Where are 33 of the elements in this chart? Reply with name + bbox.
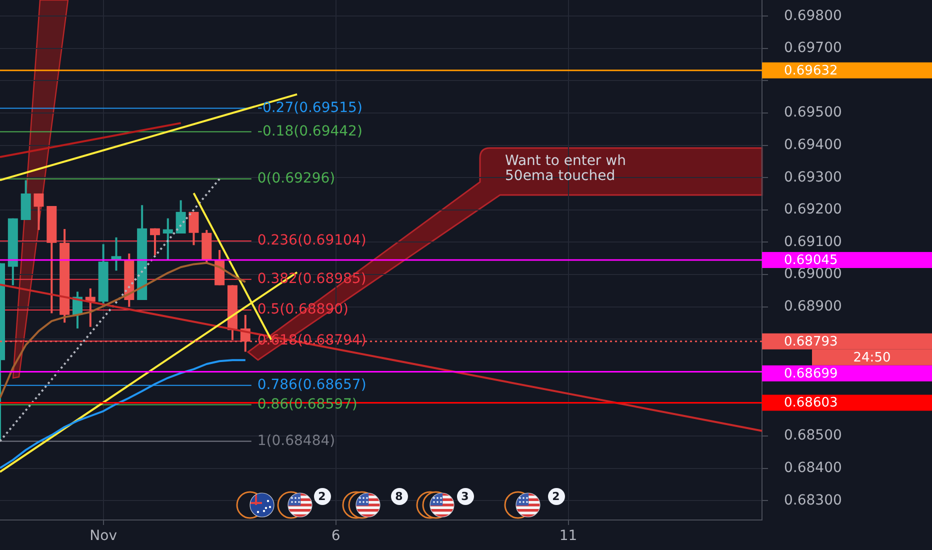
y-tick-label: 0.68400 xyxy=(784,460,842,476)
x-tick-label: 11 xyxy=(559,528,578,544)
ref-line-label: 0.68699 xyxy=(784,366,838,382)
y-tick-label: 0.69700 xyxy=(784,40,842,56)
x-tick-label: 6 xyxy=(331,528,340,544)
ref-line-label: 0.68793 xyxy=(784,334,838,350)
annotation: 0.786(0.68657) xyxy=(257,376,366,393)
y-tick-label: 0.69100 xyxy=(784,234,842,250)
y-tick-label: 0.69400 xyxy=(784,136,842,153)
annotation: 1(0.68484) xyxy=(257,432,336,449)
annotation: 8 xyxy=(390,488,408,504)
y-tick-label: 0.68900 xyxy=(784,298,842,314)
y-tick-label: 0.69800 xyxy=(784,8,842,24)
y-tick-label: 0.68300 xyxy=(784,492,842,508)
annotation: -0.18(0.69442) xyxy=(257,123,362,140)
ref-line-label: 0.68603 xyxy=(784,396,838,411)
y-tick-label: 0.69300 xyxy=(784,169,842,186)
y-tick-label: 0.69500 xyxy=(784,104,842,121)
y-tick-label: 0.69000 xyxy=(784,266,842,282)
annotation: 3 xyxy=(456,488,474,504)
y-tick-label: 0.69200 xyxy=(784,202,842,218)
ref-line-label: 0.69045 xyxy=(784,252,838,268)
annotation: 0(0.69296) xyxy=(257,170,336,187)
annotation: 2 xyxy=(548,488,564,504)
text: 24:50 xyxy=(853,350,891,366)
annotation: 0.5(0.68890) xyxy=(257,302,348,318)
annotation: -0.27(0.69515) xyxy=(257,100,362,116)
y-tick-label: 0.68500 xyxy=(784,428,842,444)
annotation: 2 xyxy=(314,488,330,504)
x-tick-label: Nov xyxy=(90,528,117,544)
annotation: Want to enter wh 50ema touched xyxy=(505,153,626,184)
annotation: 0.236(0.69104) xyxy=(257,232,366,249)
ref-line-label: 0.69632 xyxy=(784,63,838,78)
